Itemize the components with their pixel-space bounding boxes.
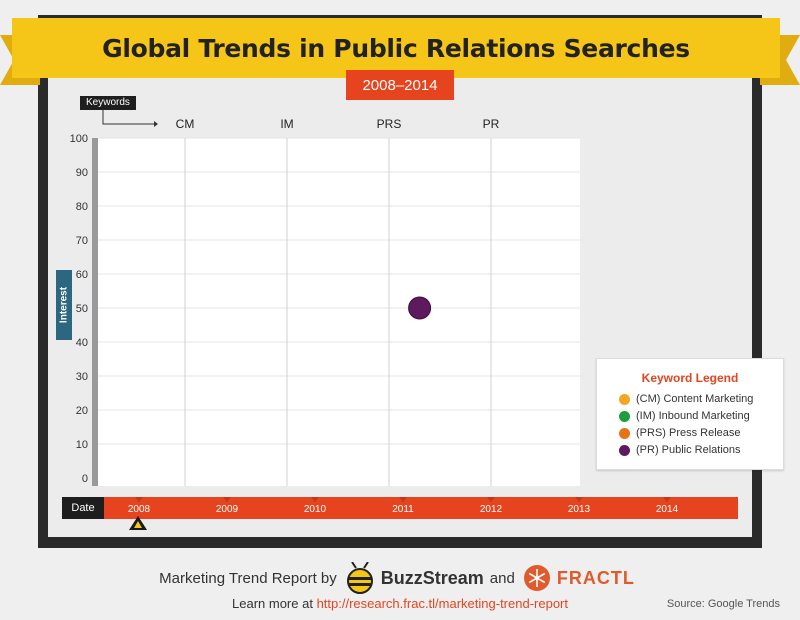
footer-learn-more: Learn more at http://research.frac.tl/ma… bbox=[0, 596, 800, 611]
y-tick-label: 20 bbox=[76, 405, 88, 417]
timeline-notch bbox=[135, 497, 143, 502]
x-category-label: PRS bbox=[377, 117, 402, 131]
y-tick-label: 50 bbox=[76, 303, 88, 315]
legend-label: (PR) Public Relations bbox=[636, 444, 741, 456]
timeline-notch bbox=[399, 497, 407, 502]
legend-item-pr: (PR) Public Relations bbox=[619, 442, 741, 458]
keywords-label: Keywords bbox=[80, 96, 136, 110]
legend-item-im: (IM) Inbound Marketing bbox=[619, 408, 750, 424]
legend-swatch bbox=[619, 410, 630, 422]
legend-swatch bbox=[619, 393, 630, 405]
date-label: Date bbox=[62, 497, 104, 519]
timeline-year[interactable]: 2013 bbox=[568, 504, 591, 515]
y-tick-label: 100 bbox=[70, 133, 88, 145]
timeline-notch bbox=[487, 497, 495, 502]
y-tick-label: 40 bbox=[76, 337, 88, 349]
buzzstream-logo: BuzzStream bbox=[380, 567, 484, 588]
timeline-year[interactable]: 2010 bbox=[304, 504, 327, 515]
timeline-notch bbox=[575, 497, 583, 502]
title-banner: Global Trends in Public Relations Search… bbox=[12, 18, 780, 78]
timeline-year[interactable]: 2008 bbox=[128, 504, 151, 515]
legend-label: (CM) Content Marketing bbox=[636, 393, 754, 405]
legend-label: (PRS) Press Release bbox=[636, 427, 741, 439]
y-tick-label: 30 bbox=[76, 371, 88, 383]
footer-credit: Marketing Trend Report by BuzzStream and… bbox=[0, 562, 800, 594]
data-point-prs[interactable] bbox=[408, 296, 432, 320]
legend-label: (IM) Inbound Marketing bbox=[636, 410, 750, 422]
legend-swatch bbox=[619, 427, 630, 439]
learn-more-text: Learn more at bbox=[232, 596, 313, 611]
conjunction: and bbox=[489, 569, 515, 587]
page-title: Global Trends in Public Relations Search… bbox=[102, 33, 690, 63]
fractl-snowflake-icon bbox=[523, 565, 550, 591]
buzzstream-bee-icon bbox=[346, 562, 373, 594]
timeline-notch bbox=[311, 497, 319, 502]
timeline-notch bbox=[663, 497, 671, 502]
y-tick-label: 0 bbox=[82, 473, 88, 485]
y-tick-label: 90 bbox=[76, 167, 88, 179]
fractl-logo: FRACTL bbox=[556, 567, 635, 588]
interest-axis-tag: Interest bbox=[56, 270, 72, 340]
timeline-year[interactable]: 2012 bbox=[480, 504, 503, 515]
legend-title: Keyword Legend bbox=[641, 371, 739, 385]
legend-item-cm: (CM) Content Marketing bbox=[619, 391, 753, 407]
legend-item-prs: (PRS) Press Release bbox=[619, 425, 741, 441]
subtitle-banner: 2008–2014 bbox=[346, 70, 454, 100]
timeline-year[interactable]: 2009 bbox=[216, 504, 239, 515]
credit-prefix: Marketing Trend Report by bbox=[159, 569, 337, 587]
y-tick-label: 10 bbox=[76, 439, 88, 451]
keyword-legend: Keyword Legend (CM) Content Marketing (I… bbox=[596, 358, 784, 470]
y-tick-label: 70 bbox=[76, 235, 88, 247]
legend-swatch bbox=[619, 444, 630, 456]
timeline-year[interactable]: 2011 bbox=[392, 504, 414, 515]
x-category-label: CM bbox=[176, 117, 195, 131]
x-category-label: PR bbox=[483, 117, 500, 131]
y-tick-label: 80 bbox=[76, 201, 88, 213]
y-tick-label: 60 bbox=[76, 269, 88, 281]
timeline-marker-icon[interactable] bbox=[128, 515, 148, 531]
report-link[interactable]: http://research.frac.tl/marketing-trend-… bbox=[316, 596, 568, 611]
subtitle: 2008–2014 bbox=[362, 76, 438, 94]
timeline-year[interactable]: 2014 bbox=[656, 504, 679, 515]
arrow-right-icon bbox=[102, 110, 158, 127]
timeline-notch bbox=[223, 497, 231, 502]
source-note: Source: Google Trends bbox=[666, 598, 780, 610]
x-category-label: IM bbox=[280, 117, 293, 131]
